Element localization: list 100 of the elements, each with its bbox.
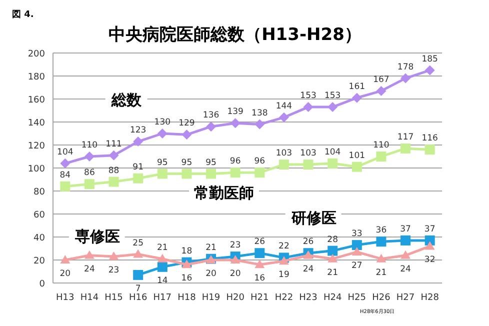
point <box>424 241 435 250</box>
y-tick-label: 200 <box>28 50 46 60</box>
data-label: 95 <box>181 158 192 168</box>
point <box>230 168 240 178</box>
point <box>352 240 362 250</box>
data-label: 26 <box>254 237 266 248</box>
data-label: 37 <box>400 224 411 234</box>
x-tick-label: H25 <box>348 293 366 303</box>
data-label: 104 <box>57 147 74 158</box>
series-name: 総数 <box>111 90 142 109</box>
point <box>157 128 168 138</box>
point <box>206 122 216 132</box>
y-tick-label: 40 <box>34 234 46 244</box>
point <box>400 143 411 154</box>
x-tick-label: H14 <box>80 293 99 303</box>
point <box>400 235 411 246</box>
data-label: 136 <box>202 110 220 121</box>
point <box>157 168 168 179</box>
point <box>376 86 386 96</box>
data-label: 110 <box>373 140 390 150</box>
point <box>352 92 362 103</box>
data-label: 139 <box>227 107 244 118</box>
y-tick-label: 0 <box>39 280 46 290</box>
data-label: 86 <box>84 168 95 178</box>
point <box>400 73 411 84</box>
point <box>108 252 119 260</box>
x-tick-label: H16 <box>128 293 148 303</box>
data-label: 88 <box>108 166 120 176</box>
point <box>230 255 240 264</box>
point <box>328 254 338 262</box>
data-label: 25 <box>132 238 144 248</box>
data-label: 24 <box>400 264 411 274</box>
point <box>254 168 265 178</box>
y-tick-label: 120 <box>28 142 46 152</box>
point <box>352 246 362 256</box>
point <box>84 152 94 162</box>
data-label: 96 <box>254 156 266 167</box>
data-label: 103 <box>276 148 292 159</box>
point <box>328 246 338 256</box>
data-label: 24 <box>84 264 95 274</box>
point <box>303 102 314 112</box>
data-label: 36 <box>376 226 387 236</box>
data-label: 23 <box>108 266 120 276</box>
data-label: 26 <box>302 237 314 248</box>
data-label: 14 <box>157 276 168 286</box>
point <box>108 176 119 187</box>
title: 中央病院医師総数（H13-H28） <box>108 25 362 45</box>
series-name: 常勤医師 <box>194 184 254 202</box>
data-label: 130 <box>154 118 171 128</box>
data-label: 185 <box>422 54 438 64</box>
data-label: 21 <box>157 242 168 253</box>
point <box>278 112 289 122</box>
point <box>254 260 265 268</box>
data-label: 116 <box>422 134 438 144</box>
point <box>182 260 192 268</box>
data-label: 21 <box>206 242 216 253</box>
point <box>376 254 386 262</box>
data-label: 7 <box>135 284 141 294</box>
x-tick-label: H21 <box>250 293 269 303</box>
point <box>108 150 119 160</box>
data-label: 91 <box>132 162 144 172</box>
point <box>254 119 265 130</box>
data-label: 110 <box>81 140 98 150</box>
data-label: 153 <box>300 91 316 102</box>
point <box>157 254 168 262</box>
point <box>230 118 240 128</box>
x-tick-label: H20 <box>226 293 245 303</box>
data-label: 138 <box>252 108 268 118</box>
data-label: 101 <box>348 150 366 161</box>
data-label: 167 <box>373 74 390 85</box>
y-tick-label: 180 <box>28 72 46 82</box>
data-label: 96 <box>230 156 241 167</box>
x-tick-label: H26 <box>372 293 391 303</box>
y-tick-label: 80 <box>34 188 46 198</box>
data-label: 129 <box>178 118 195 129</box>
data-label: 153 <box>324 91 341 102</box>
y-tick-label: 60 <box>34 210 46 220</box>
point <box>182 130 192 140</box>
point <box>133 249 144 258</box>
point <box>157 262 168 272</box>
data-label: 95 <box>157 158 168 168</box>
data-label: 84 <box>60 170 71 180</box>
point <box>352 162 362 172</box>
x-tick-label: H19 <box>202 293 220 303</box>
point <box>424 65 435 76</box>
point <box>182 168 192 179</box>
point <box>328 102 338 112</box>
data-label: 21 <box>327 268 338 278</box>
point <box>133 173 144 184</box>
point <box>278 160 289 170</box>
data-label: 28 <box>327 234 338 245</box>
data-label: 23 <box>230 240 241 251</box>
point <box>376 152 386 162</box>
point <box>278 256 289 265</box>
point <box>84 179 94 190</box>
data-label: 21 <box>376 268 387 278</box>
x-tick-label: H28 <box>420 293 440 303</box>
y-tick-label: 140 <box>28 118 46 128</box>
data-label: 16 <box>181 274 192 284</box>
series-name: 専修医 <box>74 228 120 246</box>
